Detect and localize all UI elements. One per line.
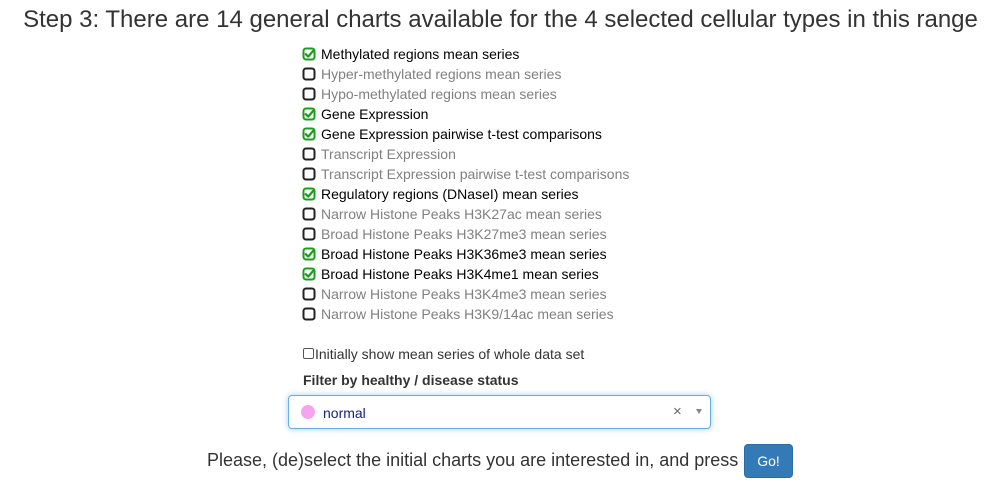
chart-option[interactable]: Gene Expression pairwise t-test comparis… [302, 124, 629, 144]
filter-label: Filter by healthy / disease status [303, 372, 519, 388]
whole-dataset-checkbox[interactable] [303, 347, 314, 359]
chart-option-label: Broad Histone Peaks H3K4me1 mean series [321, 266, 599, 282]
status-filter-select[interactable]: normal × [288, 395, 711, 429]
chart-option[interactable]: Hyper-methylated regions mean series [302, 64, 629, 84]
chart-option[interactable]: Narrow Histone Peaks H3K27ac mean series [302, 204, 629, 224]
square-check-icon[interactable] [302, 247, 316, 261]
square-check-icon[interactable] [302, 107, 316, 121]
chart-option[interactable]: Narrow Histone Peaks H3K9/14ac mean seri… [302, 304, 629, 324]
dropdown-caret-icon[interactable] [696, 409, 702, 414]
chart-checkbox-list: Methylated regions mean series Hyper-meth… [302, 44, 629, 324]
square-icon[interactable] [302, 227, 316, 241]
chart-option-label: Transcript Expression pairwise t-test co… [321, 166, 630, 182]
chart-option[interactable]: Broad Histone Peaks H3K4me1 mean series [302, 264, 629, 284]
square-check-icon[interactable] [302, 47, 316, 61]
chart-option[interactable]: Narrow Histone Peaks H3K4me3 mean series [302, 284, 629, 304]
chart-option-label: Gene Expression pairwise t-test comparis… [321, 126, 602, 142]
chart-option-label: Narrow Histone Peaks H3K4me3 mean series [321, 286, 607, 302]
status-filter-value: normal [323, 405, 366, 421]
square-check-icon[interactable] [302, 187, 316, 201]
chart-option-label: Regulatory regions (DNaseI) mean series [321, 186, 579, 202]
square-check-icon[interactable] [302, 127, 316, 141]
chart-option-label: Hypo-methylated regions mean series [321, 86, 557, 102]
chart-option-label: Methylated regions mean series [321, 46, 520, 62]
chart-option-label: Gene Expression [321, 106, 429, 122]
chart-option-label: Hyper-methylated regions mean series [321, 66, 562, 82]
whole-dataset-option[interactable]: Initially show mean series of whole data… [303, 346, 584, 362]
square-icon[interactable] [302, 287, 316, 301]
square-icon[interactable] [302, 167, 316, 181]
clear-selection-icon[interactable]: × [673, 403, 682, 420]
chart-option-label: Broad Histone Peaks H3K36me3 mean series [321, 246, 607, 262]
chart-option[interactable]: Broad Histone Peaks H3K36me3 mean series [302, 244, 629, 264]
chart-option-label: Transcript Expression [321, 146, 456, 162]
instruction-text: Please, (de)select the initial charts yo… [207, 450, 739, 470]
square-icon[interactable] [302, 67, 316, 81]
square-icon[interactable] [302, 147, 316, 161]
page-title: Step 3: There are 14 general charts avai… [23, 6, 978, 33]
chart-option-label: Narrow Histone Peaks H3K9/14ac mean seri… [321, 306, 614, 322]
chart-option-label: Narrow Histone Peaks H3K27ac mean series [321, 206, 602, 222]
go-button[interactable]: Go! [744, 444, 793, 478]
chart-option[interactable]: Gene Expression [302, 104, 629, 124]
chart-option-label: Broad Histone Peaks H3K27me3 mean series [321, 226, 607, 242]
whole-dataset-label: Initially show mean series of whole data… [315, 346, 585, 362]
chart-option[interactable]: Broad Histone Peaks H3K27me3 mean series [302, 224, 629, 244]
chart-option[interactable]: Hypo-methylated regions mean series [302, 84, 629, 104]
square-check-icon[interactable] [302, 267, 316, 281]
square-icon[interactable] [302, 87, 316, 101]
square-icon[interactable] [302, 307, 316, 321]
chart-option[interactable]: Regulatory regions (DNaseI) mean series [302, 184, 629, 204]
chart-option[interactable]: Transcript Expression pairwise t-test co… [302, 164, 629, 184]
square-icon[interactable] [302, 207, 316, 221]
status-color-dot [301, 405, 315, 419]
chart-option[interactable]: Methylated regions mean series [302, 44, 629, 64]
chart-option[interactable]: Transcript Expression [302, 144, 629, 164]
